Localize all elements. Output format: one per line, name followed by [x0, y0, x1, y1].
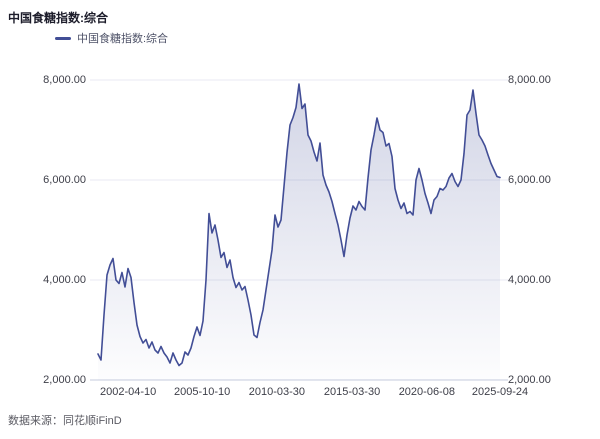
x-axis-label: 2015-03-30 [323, 386, 381, 398]
y-axis-label-left: 4,000.00 [43, 274, 86, 286]
y-axis-label-right: 8,000.00 [508, 74, 551, 86]
series-line [97, 83, 501, 367]
chart-title: 中国食糖指数:综合 [8, 11, 108, 25]
x-axis-label: 2010-03-30 [248, 386, 306, 398]
data-source: 数据来源：同花顺iFinD [8, 415, 122, 427]
series-area [98, 84, 500, 380]
x-axis-label: 2005-10-10 [173, 386, 231, 398]
legend-label: 中国食糖指数:综合 [77, 33, 169, 45]
plot-container [90, 79, 508, 381]
y-axis-label-right: 4,000.00 [508, 274, 551, 286]
y-axis-label-left: 2,000.00 [43, 374, 86, 386]
y-axis-label-right: 2,000.00 [508, 374, 551, 386]
plot-area[interactable] [90, 79, 508, 381]
x-axis-label: 2002-04-10 [100, 386, 157, 398]
x-axis-label: 2020-06-08 [398, 386, 455, 398]
legend-item[interactable]: 中国食糖指数:综合 [55, 30, 168, 46]
y-axis-label-right: 6,000.00 [508, 174, 551, 186]
y-axis-label-left: 6,000.00 [43, 174, 86, 186]
x-axis-label: 2025-09-24 [471, 386, 529, 398]
legend-line-swatch [55, 36, 71, 40]
y-axis-label-left: 8,000.00 [43, 74, 86, 86]
